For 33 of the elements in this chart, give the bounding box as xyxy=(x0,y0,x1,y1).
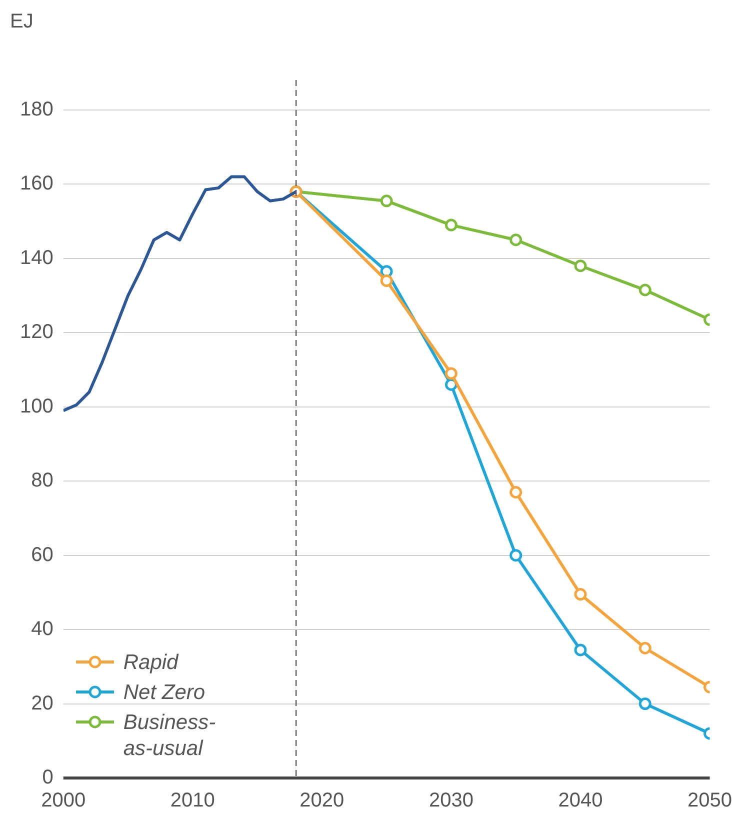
legend-label: Business-as-usual xyxy=(123,710,217,762)
y-tick-label: 160 xyxy=(20,172,54,195)
y-tick-label: 60 xyxy=(31,544,54,566)
x-tick-label: 2040 xyxy=(558,790,603,812)
x-tick-label: 2050 xyxy=(688,790,732,812)
y-tick-label: 80 xyxy=(31,470,54,492)
y-tick-label: 100 xyxy=(20,395,54,418)
point xyxy=(380,274,393,287)
point xyxy=(574,588,587,601)
point xyxy=(510,549,522,562)
point xyxy=(510,234,522,246)
point xyxy=(638,642,652,654)
y-tick-label: 40 xyxy=(31,618,54,640)
y-tick-label: 180 xyxy=(20,98,54,121)
y-axis-title: EJ xyxy=(10,10,34,33)
point xyxy=(638,284,652,296)
point xyxy=(574,260,587,272)
point xyxy=(574,644,587,656)
y-tick-label: 140 xyxy=(20,246,54,269)
y-tick-label: 0 xyxy=(42,766,54,789)
legend-label: Rapid xyxy=(123,650,180,676)
y-tick-label: 120 xyxy=(20,321,54,344)
point xyxy=(444,218,458,232)
point xyxy=(444,367,458,380)
point xyxy=(638,698,652,710)
x-tick-label: 2020 xyxy=(300,790,344,812)
x-tick-label: 2030 xyxy=(428,790,474,812)
x-tick-label: 2010 xyxy=(170,790,215,812)
point xyxy=(510,486,522,498)
x-tick-label: 2000 xyxy=(41,790,86,812)
legend-label: Net Zero xyxy=(123,680,206,706)
y-tick-label: 20 xyxy=(31,692,54,714)
point xyxy=(380,194,393,208)
